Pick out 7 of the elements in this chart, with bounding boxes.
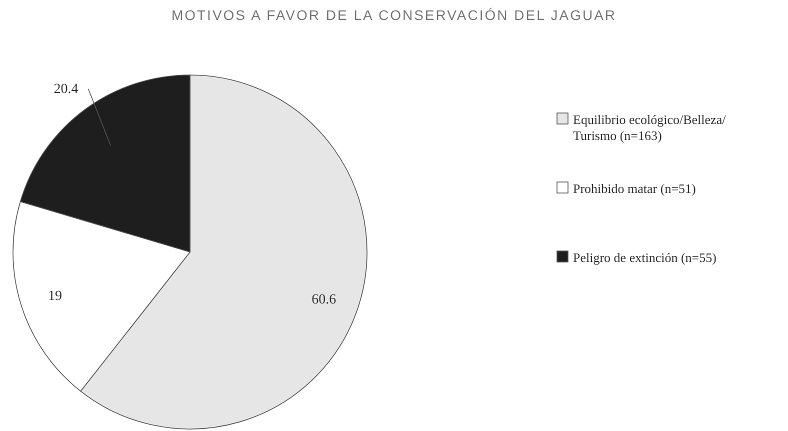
data-label: 60.6 <box>312 292 336 308</box>
legend-label: Prohibido matar (n=51) <box>573 181 696 196</box>
legend-label: Equilibrio ecológico/Belleza/ Turismo (n=163) <box>573 112 726 143</box>
chart-title: MOTIVOS A FAVOR DE LA CONSERVACIÓN DEL JAGUAR <box>171 7 617 23</box>
legend-label: Peligro de extinción (n=55) <box>573 250 716 265</box>
data-label: 20.4 <box>54 82 78 97</box>
data-label: 19 <box>48 288 62 304</box>
